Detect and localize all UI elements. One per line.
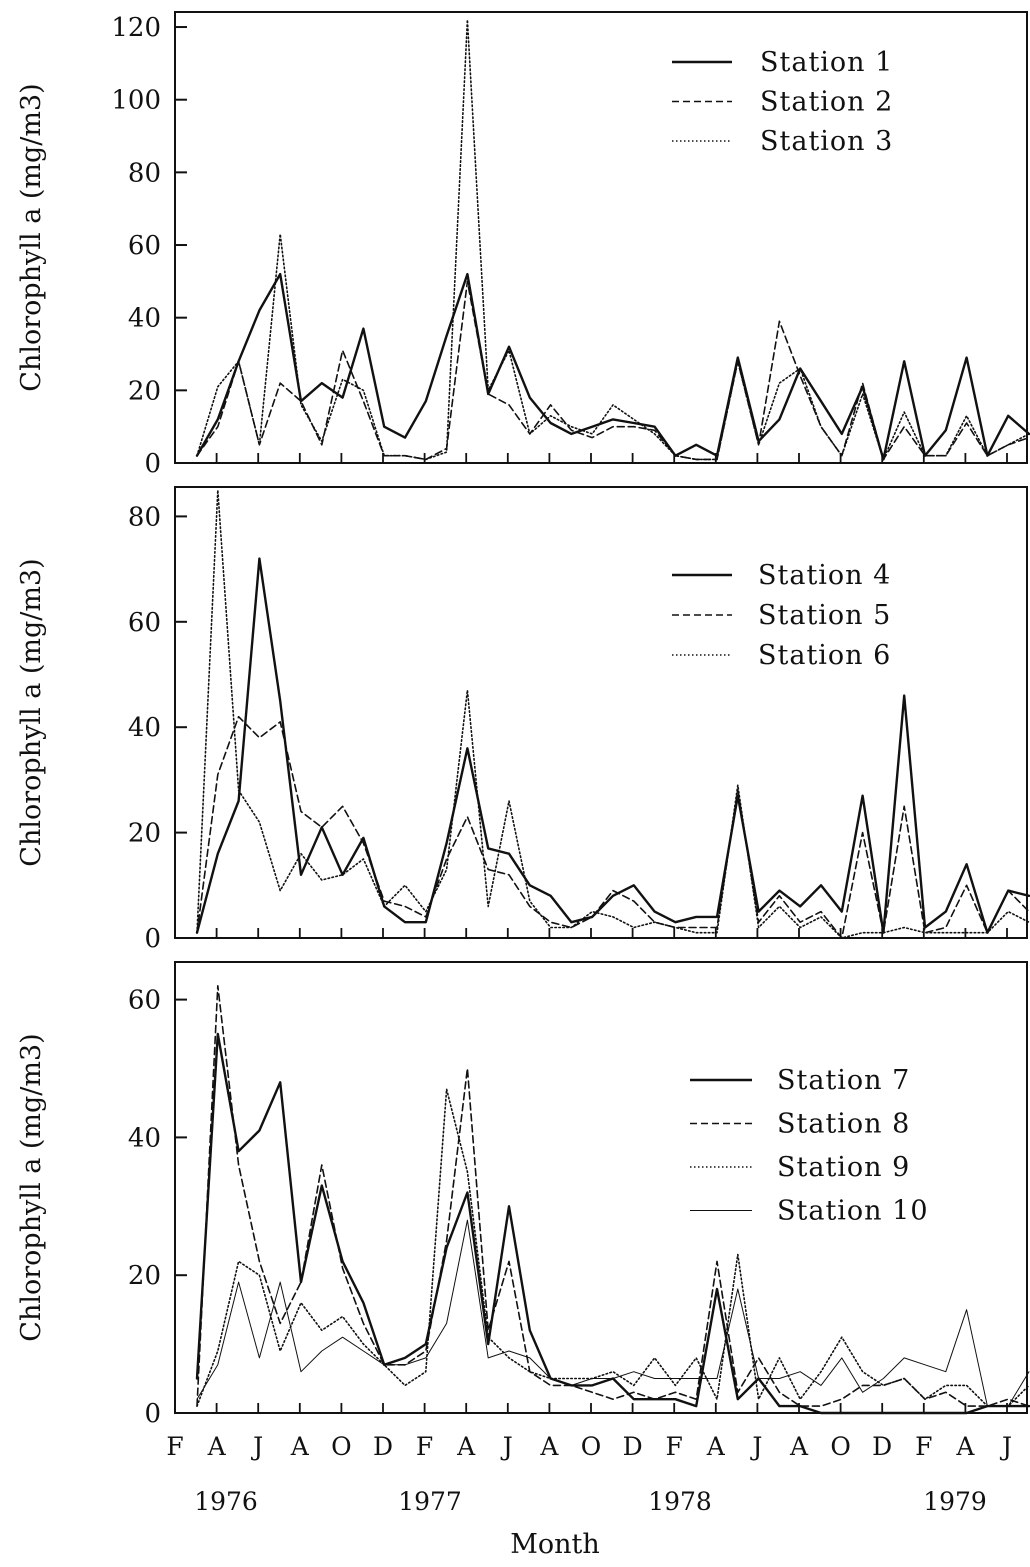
x-month-label-15: A <box>789 1432 809 1461</box>
x-year-label-1976: 1976 <box>194 1487 258 1516</box>
x-year-label-1979: 1979 <box>923 1487 987 1516</box>
series-line-station-3 <box>196 18 1030 461</box>
panel-1-frame <box>174 11 1028 464</box>
series-line-station-9 <box>196 1088 1030 1407</box>
panel-1-ytick-label-80: 80 <box>128 158 161 188</box>
legend-label-station-6: Station 6 <box>758 640 891 671</box>
series-line-station-4 <box>195 557 1030 934</box>
panel-2-ytick-label-60: 60 <box>128 608 161 638</box>
legend-label-station-8: Station 8 <box>777 1109 910 1140</box>
series-line-station-6 <box>196 489 1030 939</box>
legend-label-station-2: Station 2 <box>760 87 893 118</box>
x-month-label-17: D <box>872 1432 892 1461</box>
x-month-label-7: A <box>456 1432 476 1461</box>
panel-2-y-axis-title: Chlorophyll a (mg/m3) <box>16 558 47 866</box>
panel-3-frame <box>174 961 1028 1414</box>
x-month-label-16: O <box>830 1432 851 1461</box>
x-month-label-20: J <box>999 1432 1012 1461</box>
panel-1-ytick-label-100: 100 <box>111 86 161 116</box>
x-axis-title: Month <box>510 1529 600 1560</box>
x-month-label-18: F <box>915 1432 932 1461</box>
series-line-station-5 <box>196 715 1030 939</box>
legend-label-station-5: Station 5 <box>758 600 891 631</box>
x-month-label-6: F <box>416 1432 433 1461</box>
x-month-label-10: O <box>581 1432 602 1461</box>
series-line-station-2 <box>196 280 1030 461</box>
x-year-label-1978: 1978 <box>648 1487 712 1516</box>
panel-2-ytick-label-0: 0 <box>144 924 161 954</box>
panel-1-ytick-label-60: 60 <box>128 231 161 261</box>
chart-layer: 0 20 40 60 80 100 120 Chlorophyll a (mg/m3) Stat… <box>16 11 1030 1560</box>
panel-3-y-axis-title: Chlorophyll a (mg/m3) <box>16 1033 47 1341</box>
x-month-label-3: A <box>290 1432 310 1461</box>
panel-3-ytick-label-40: 40 <box>128 1123 161 1153</box>
x-month-label-11: D <box>623 1432 643 1461</box>
legend-label-station-4: Station 4 <box>758 560 891 591</box>
x-month-label-2: J <box>250 1432 263 1461</box>
x-month-label-12: F <box>666 1432 683 1461</box>
panel-3-ytick-label-20: 20 <box>128 1261 161 1291</box>
series-line-station-1 <box>195 272 1030 461</box>
legend-label-station-7: Station 7 <box>777 1065 910 1096</box>
panel-1-ytick-label-20: 20 <box>128 376 161 406</box>
legend-label-station-1: Station 1 <box>760 47 893 78</box>
panel-2-frame <box>174 486 1028 939</box>
panel-3-ytick-label-0: 0 <box>144 1399 161 1429</box>
legend-label-station-3: Station 3 <box>760 126 893 157</box>
legend-label-station-10: Station 10 <box>777 1196 929 1227</box>
panel-3-ytick-label-60: 60 <box>128 986 161 1016</box>
series-line-station-10 <box>196 1219 1030 1407</box>
x-month-label-4: O <box>331 1432 352 1461</box>
x-month-label-1: A <box>207 1432 227 1461</box>
x-month-label-8: J <box>500 1432 513 1461</box>
panel-2-ytick-label-20: 20 <box>128 819 161 849</box>
x-month-label-5: D <box>373 1432 393 1461</box>
panel-1-ytick-label-40: 40 <box>128 304 161 334</box>
x-month-label-13: A <box>706 1432 726 1461</box>
panel-2-ytick-label-80: 80 <box>128 502 161 532</box>
legend-label-station-9: Station 9 <box>777 1152 910 1183</box>
panel-1-ytick-label-0: 0 <box>144 449 161 479</box>
x-month-label-9: A <box>539 1432 559 1461</box>
panel-1-ytick-label-120: 120 <box>111 13 161 43</box>
x-month-label-19: A <box>955 1432 975 1461</box>
x-month-label-0: F <box>166 1432 183 1461</box>
x-year-label-1977: 1977 <box>398 1487 462 1516</box>
panel-1-y-axis-title: Chlorophyll a (mg/m3) <box>16 83 47 391</box>
panel-2-ytick-label-40: 40 <box>128 713 161 743</box>
x-month-label-14: J <box>749 1432 762 1461</box>
